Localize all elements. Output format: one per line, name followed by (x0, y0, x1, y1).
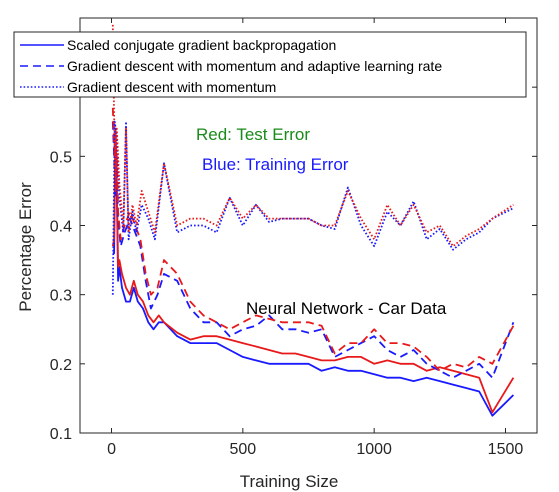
y-tick-label: 0.3 (50, 288, 72, 305)
legend: Scaled conjugate gradient backpropagatio… (13, 31, 527, 98)
series-line-1 (112, 134, 515, 417)
annotation-chart-caption: Neural Network - Car Data (246, 299, 447, 318)
x-tick-label: 1500 (488, 441, 524, 458)
x-axis: 0 500 1000 1500 (107, 18, 523, 458)
series-line-3 (111, 121, 515, 379)
y-tick-label: 0.1 (50, 426, 72, 443)
y-tick-label: 0.5 (50, 149, 72, 166)
legend-entry-3: Gradient descent with momentum (67, 79, 276, 95)
series-line-5 (111, 120, 514, 295)
series-line-6 (111, 24, 514, 248)
x-tick-label: 0 (107, 441, 116, 458)
x-tick-label: 500 (229, 441, 256, 458)
x-axis-label: Training Size (240, 472, 339, 491)
plot-lines (111, 24, 515, 417)
legend-entry-1: Scaled conjugate gradient backpropagatio… (67, 37, 336, 53)
y-tick-label: 0.2 (50, 357, 72, 374)
legend-box (13, 31, 527, 98)
y-tick-label: 0.4 (50, 219, 72, 236)
series-line-4 (111, 107, 515, 372)
y-axis-label: Percentage Error (16, 182, 35, 312)
legend-entry-2: Gradient descent with momentum and adapt… (67, 58, 442, 74)
annotation-test-error: Red: Test Error (196, 125, 310, 144)
series-line-2 (111, 127, 515, 414)
annotation-training-error: Blue: Training Error (202, 155, 349, 174)
x-tick-label: 1000 (356, 441, 392, 458)
